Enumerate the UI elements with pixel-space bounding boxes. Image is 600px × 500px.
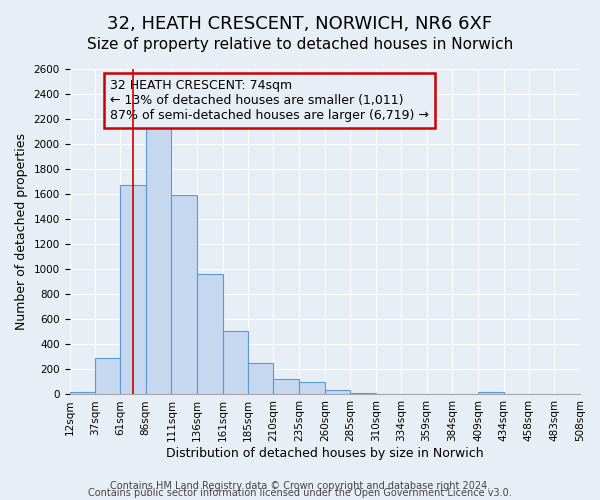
Bar	[70, 392, 95, 394]
Bar	[172, 196, 197, 394]
Bar	[350, 393, 376, 394]
Bar	[478, 392, 504, 394]
Bar	[248, 363, 274, 394]
Text: 32, HEATH CRESCENT, NORWICH, NR6 6XF: 32, HEATH CRESCENT, NORWICH, NR6 6XF	[107, 15, 493, 33]
Text: 32 HEATH CRESCENT: 74sqm
← 13% of detached houses are smaller (1,011)
87% of sem: 32 HEATH CRESCENT: 74sqm ← 13% of detach…	[110, 79, 429, 122]
Bar	[120, 186, 146, 394]
Bar	[197, 274, 223, 394]
Bar	[299, 382, 325, 394]
Bar	[146, 128, 172, 394]
Text: Contains HM Land Registry data © Crown copyright and database right 2024.: Contains HM Land Registry data © Crown c…	[110, 481, 490, 491]
Y-axis label: Number of detached properties: Number of detached properties	[15, 133, 28, 330]
X-axis label: Distribution of detached houses by size in Norwich: Distribution of detached houses by size …	[166, 447, 484, 460]
Bar	[223, 331, 248, 394]
Text: Contains public sector information licensed under the Open Government Licence v3: Contains public sector information licen…	[88, 488, 512, 498]
Text: Size of property relative to detached houses in Norwich: Size of property relative to detached ho…	[87, 38, 513, 52]
Bar	[325, 390, 350, 394]
Bar	[274, 380, 299, 394]
Bar	[95, 358, 120, 395]
